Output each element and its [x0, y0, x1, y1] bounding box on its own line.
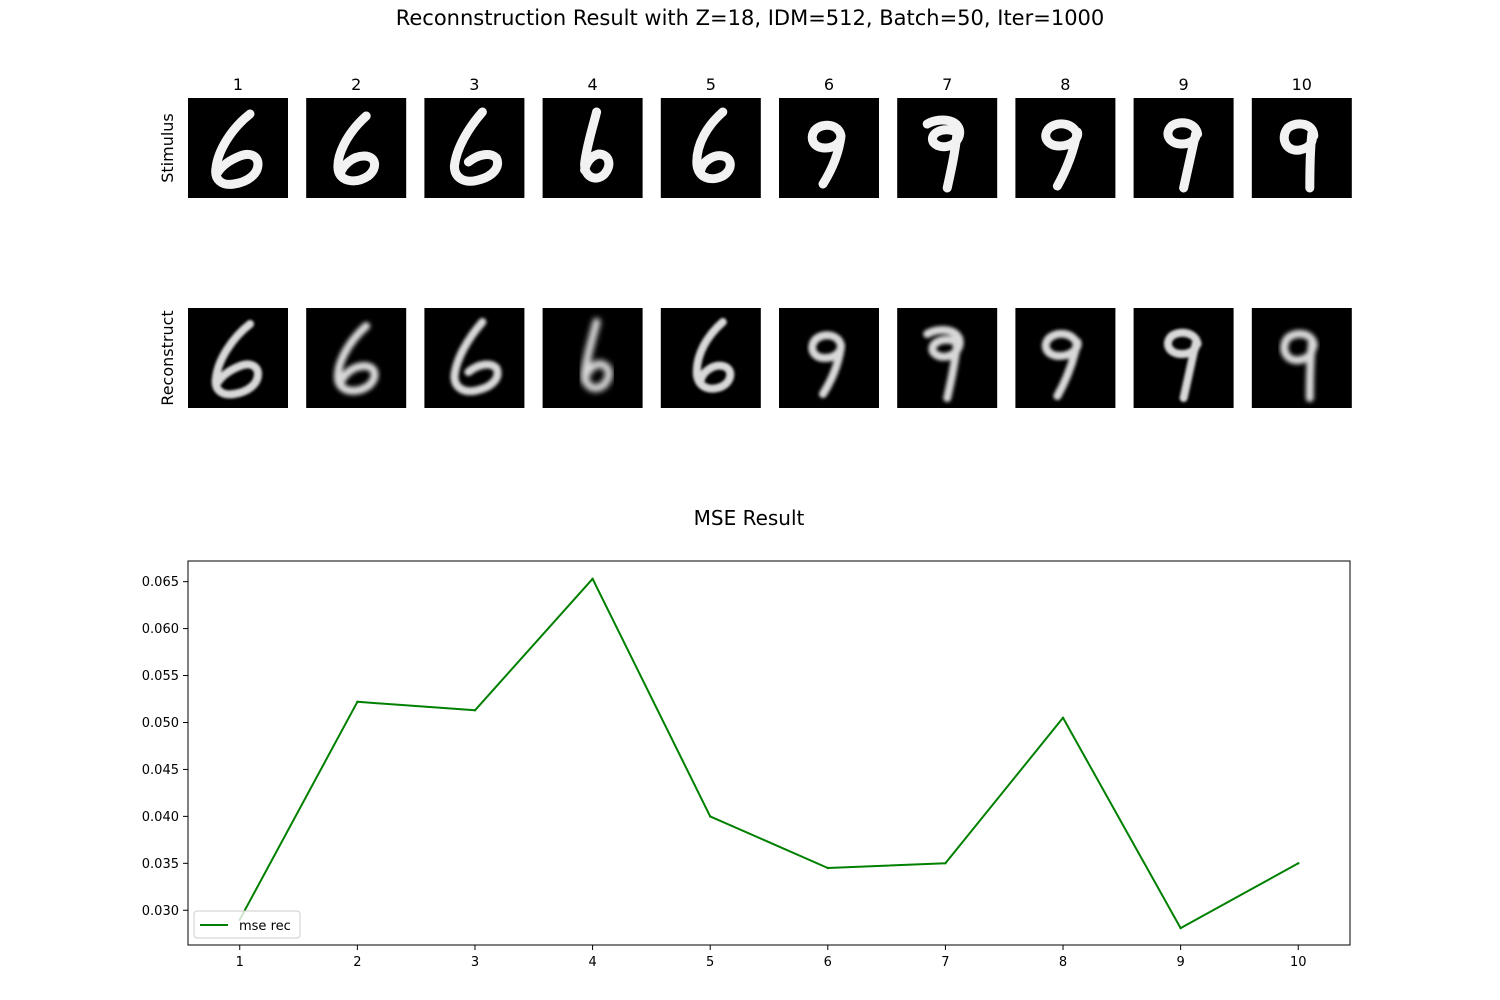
stimulus-image	[1251, 98, 1352, 198]
data-point	[709, 815, 712, 818]
digit-stroke	[333, 322, 379, 395]
x-tick-label: 4	[588, 955, 596, 970]
stimulus-image	[1133, 98, 1234, 198]
reconstruct-image	[542, 308, 643, 408]
x-tick-label: 10	[1290, 955, 1307, 970]
stimulus-image	[897, 98, 998, 198]
x-tick-label: 9	[1176, 955, 1184, 970]
image-background	[660, 308, 761, 408]
digit-stroke	[211, 320, 262, 399]
stimulus-image	[424, 98, 525, 198]
series-layer	[238, 577, 1300, 930]
digit-stroke	[1041, 329, 1082, 400]
digit-stroke	[1164, 328, 1202, 402]
image-grid: 1 2 3 4 5 6 7 8 9 10	[188, 75, 1352, 408]
digit-stroke	[807, 120, 846, 189]
figure-title: Reconnstruction Result with Z=18, IDM=51…	[396, 6, 1105, 30]
plot-frame	[187, 560, 1351, 946]
x-tick-label: 2	[353, 955, 361, 970]
data-point	[1179, 926, 1182, 930]
y-tick-label: 0.060	[142, 622, 179, 637]
y-tick-label: 0.065	[142, 575, 179, 590]
column-label: 9	[1179, 75, 1189, 94]
y-tick-label: 0.030	[142, 904, 179, 919]
digit-stroke	[211, 109, 263, 189]
legend: mse rec	[193, 910, 301, 939]
legend-label-mse-rec: mse rec	[239, 919, 291, 934]
y-tick-label: 0.035	[142, 857, 179, 872]
digit-stroke	[580, 107, 614, 183]
row-label-stimulus: Stimulus	[158, 113, 177, 183]
data-point	[591, 577, 594, 580]
digit-stroke	[1163, 118, 1203, 193]
x-tick-label: 8	[1059, 955, 1067, 970]
reconstruct-image	[779, 308, 879, 408]
column-label: 3	[469, 75, 479, 94]
stimulus-image	[660, 98, 761, 198]
column-label: 2	[351, 75, 361, 94]
x-tick-label: 1	[236, 955, 244, 970]
digit-stroke	[1279, 119, 1319, 193]
reconstruct-image	[1251, 308, 1352, 408]
reconstruct-image	[1133, 308, 1234, 408]
digit-stroke	[450, 318, 502, 396]
reconstruct-image	[424, 308, 525, 408]
stimulus-image	[188, 98, 288, 198]
x-tick-label: 5	[706, 955, 714, 970]
y-tick-label: 0.045	[142, 763, 179, 778]
stimulus-image	[1015, 98, 1116, 198]
row-label-reconstruct: Reconstruct	[158, 310, 177, 405]
x-tick-label: 7	[941, 955, 949, 970]
y-tick-label: 0.040	[142, 810, 179, 825]
column-label: 10	[1292, 75, 1312, 94]
data-point	[1061, 716, 1065, 719]
legend-box	[193, 910, 301, 939]
digit-stroke	[808, 331, 845, 398]
y-tick-label: 0.055	[142, 669, 179, 684]
mse-plot-title: MSE Result	[694, 506, 805, 530]
digit-stroke	[923, 326, 964, 402]
digit-stroke	[1041, 119, 1083, 191]
digit-stroke	[333, 111, 379, 186]
data-point	[473, 709, 477, 712]
digit-stroke	[580, 318, 613, 393]
reconstruct-image	[306, 308, 407, 408]
stimulus-image	[779, 98, 879, 198]
digit-stroke	[449, 107, 503, 186]
column-label: 4	[588, 75, 598, 94]
digit-stroke	[922, 115, 965, 193]
series-line-mse-rec	[238, 577, 1299, 930]
reconstruct-image	[1015, 308, 1116, 408]
y-axis: 0.030 0.035 0.040 0.045 0.050 0.055 0.060 0.065	[142, 575, 188, 919]
data-point	[826, 866, 829, 870]
digit-stroke	[692, 107, 735, 184]
reconstruct-image	[188, 308, 288, 408]
y-tick-label: 0.050	[142, 716, 179, 731]
reconstruct-image	[897, 308, 998, 408]
digit-stroke	[692, 318, 735, 393]
data-point	[1297, 862, 1300, 865]
mse-line-chart: 0.030 0.035 0.040 0.045 0.050 0.055 0.060 0.065…	[142, 560, 1351, 970]
x-tick-label: 6	[824, 955, 832, 970]
row-labels: Stimulus Reconstruct	[158, 113, 177, 405]
stimulus-image	[542, 98, 643, 198]
column-label: 8	[1060, 75, 1070, 94]
column-label: 1	[233, 75, 243, 94]
x-axis: 1 2 3 4 5 6 7 8 9 10	[236, 945, 1307, 970]
column-label: 7	[942, 75, 952, 94]
stimulus-image	[306, 98, 407, 198]
column-label: 6	[824, 75, 834, 94]
digit-stroke	[1280, 329, 1318, 402]
data-point	[944, 862, 947, 865]
x-tick-label: 3	[471, 955, 479, 970]
data-point	[356, 700, 359, 703]
column-label: 5	[706, 75, 716, 94]
reconstruct-image	[660, 308, 761, 408]
